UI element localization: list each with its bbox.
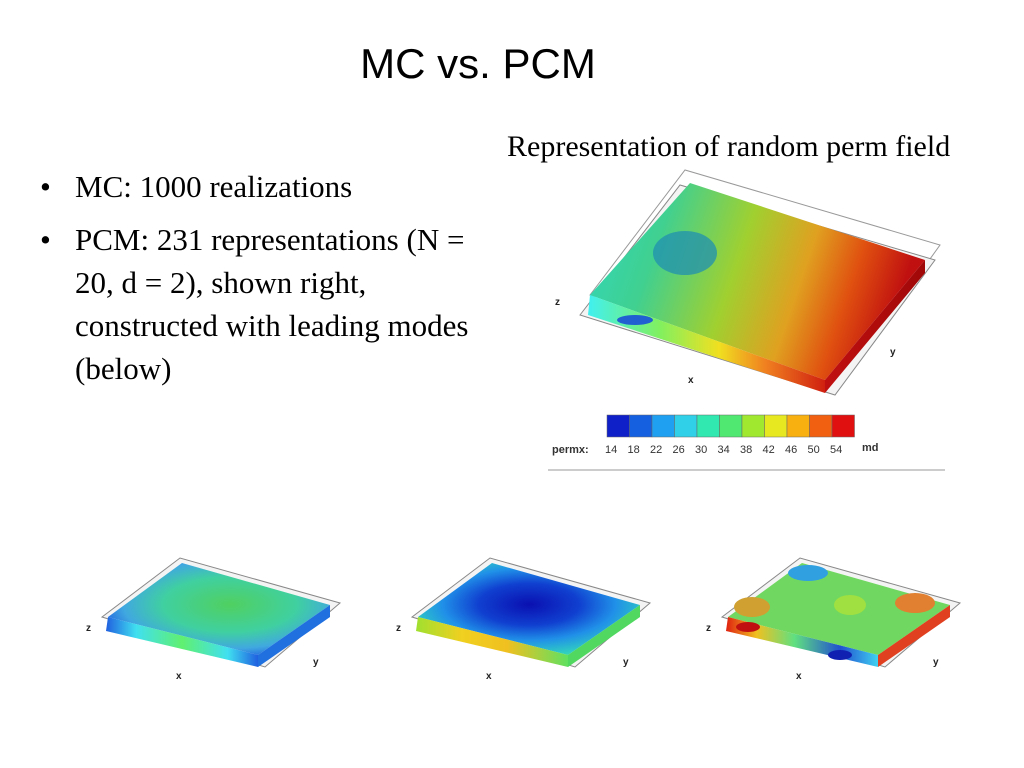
colorbar-tick-label: 38 bbox=[740, 444, 752, 456]
colorbar-tick-label: 30 bbox=[695, 444, 707, 456]
colorbar-tick-label: 14 bbox=[605, 444, 617, 456]
colorbar-tick-label: 26 bbox=[673, 444, 685, 456]
mode-figure-2: z x y bbox=[396, 557, 652, 682]
axis-x-label: x bbox=[796, 671, 802, 682]
colorbar-tick-label: 22 bbox=[650, 444, 662, 456]
axis-x-label: x bbox=[486, 671, 492, 682]
colorbar-cell bbox=[741, 414, 765, 438]
mode-figure-3: z x y bbox=[706, 557, 962, 682]
axis-z-label: z bbox=[555, 297, 560, 308]
colorbar-tick-label: 46 bbox=[785, 444, 797, 456]
colorbar-tick-label: 50 bbox=[808, 444, 820, 456]
axis-x-label: x bbox=[176, 671, 182, 682]
axis-y-label: y bbox=[890, 347, 896, 358]
colorbar-cell bbox=[674, 414, 698, 438]
colorbar-cell bbox=[696, 414, 720, 438]
perm-top-surface bbox=[590, 183, 925, 380]
colorbar-cell bbox=[629, 414, 653, 438]
colorbar-cell bbox=[606, 414, 630, 438]
colorbar-tick-label: 34 bbox=[718, 444, 730, 456]
colorbar-tick-label: 18 bbox=[628, 444, 640, 456]
axis-z-label: z bbox=[86, 623, 91, 634]
bullet-item-mc: • MC: 1000 realizations bbox=[40, 165, 510, 208]
axis-z-label: z bbox=[396, 623, 401, 634]
axis-z-label: z bbox=[706, 623, 711, 634]
colorbar-cell bbox=[719, 414, 743, 438]
bullet-dot-icon: • bbox=[40, 222, 51, 257]
bullet-text: MC: 1000 realizations bbox=[75, 169, 353, 204]
bullet-dot-icon: • bbox=[40, 169, 51, 204]
colorbar-label: permx: bbox=[552, 444, 589, 456]
axis-y-label: y bbox=[623, 657, 629, 668]
colorbar-cell bbox=[651, 414, 675, 438]
colorbar-unit: md bbox=[862, 442, 879, 454]
colorbar-cell bbox=[831, 414, 855, 438]
colorbar-tick-label: 42 bbox=[763, 444, 775, 456]
colorbar: 14 18 22 26 30 34 38 42 46 50 54 bbox=[605, 414, 855, 456]
figure-caption: Representation of random perm field bbox=[507, 130, 951, 163]
mode-figure-1: z x y bbox=[86, 557, 342, 682]
colorbar-tick-label: 54 bbox=[830, 444, 842, 456]
bullet-list: • MC: 1000 realizations • PCM: 231 represe… bbox=[40, 165, 510, 400]
axis-x-label: x bbox=[688, 375, 694, 386]
bullet-item-pcm: • PCM: 231 representations (N = 20, d = 2… bbox=[40, 218, 510, 390]
axis-y-label: y bbox=[933, 657, 939, 668]
axis-y-label: y bbox=[313, 657, 319, 668]
colorbar-cell bbox=[809, 414, 833, 438]
bullet-text: PCM: 231 representations (N = 20, d = 2)… bbox=[75, 222, 469, 386]
colorbar-cell bbox=[764, 414, 788, 438]
slide-title: MC vs. PCM bbox=[360, 40, 596, 87]
colorbar-cell bbox=[786, 414, 810, 438]
perm-field-figure: z x y 14 18 22 26 30 34 38 42 46 50 54 permx: md bbox=[548, 169, 945, 471]
